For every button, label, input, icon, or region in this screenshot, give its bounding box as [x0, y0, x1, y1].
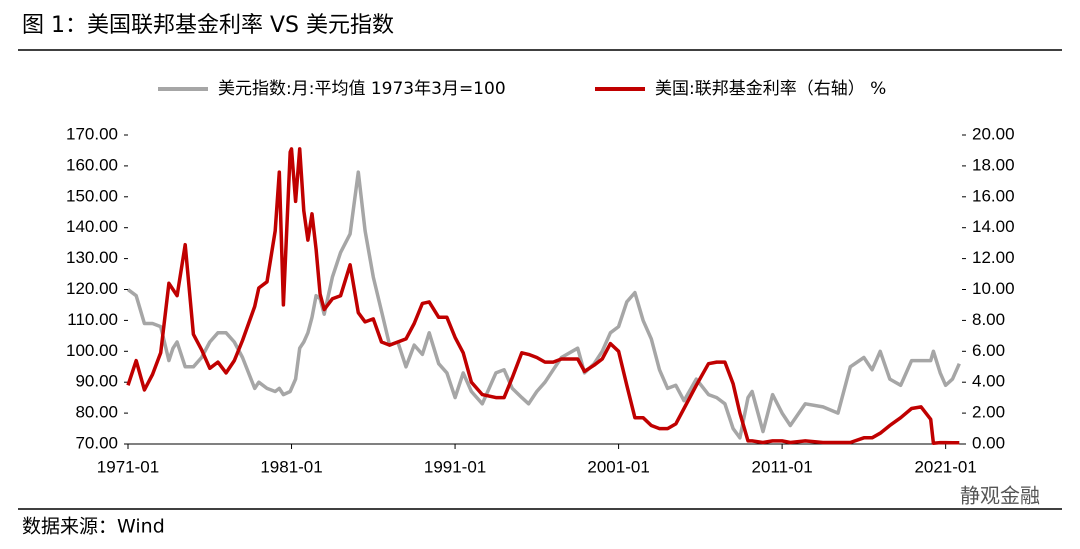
y-tick-label: 160.00: [66, 155, 118, 174]
y-tick-label: 90.00: [75, 372, 118, 391]
x-tick-label: 1971-01: [97, 457, 159, 476]
x-tick-label: 2011-01: [752, 457, 813, 476]
x-tick-label: 2001-01: [587, 457, 649, 476]
y-tick-label: 70.00: [75, 433, 118, 452]
legend-label: 美国:联邦基金利率（右轴） %: [655, 79, 886, 99]
y2-tick-label: 18.00: [972, 155, 1015, 174]
y-tick-label: 170.00: [66, 124, 118, 143]
x-tick-label: 1981-01: [260, 457, 322, 476]
y2-tick-label: 12.00: [972, 248, 1015, 267]
y2-tick-label: 4.00: [972, 372, 1005, 391]
y-tick-label: 120.00: [66, 279, 118, 298]
y-tick-label: 110.00: [67, 310, 118, 329]
y2-tick-label: 0.00: [972, 433, 1005, 452]
y-tick-label: 80.00: [75, 403, 118, 422]
watermark: 静观金融: [960, 484, 1040, 508]
x-tick-label: 2021-01: [914, 457, 976, 476]
source-note: 数据来源：Wind: [22, 516, 165, 538]
series-line: [126, 170, 961, 440]
series-line: [126, 147, 960, 445]
legend-label: 美元指数:月:平均值 1973年3月=100: [218, 79, 506, 99]
y-tick-label: 130.00: [66, 248, 118, 267]
y-tick-label: 150.00: [66, 186, 118, 205]
y2-tick-label: 8.00: [972, 310, 1005, 329]
y2-tick-label: 2.00: [972, 403, 1005, 422]
y2-tick-label: 14.00: [972, 217, 1015, 236]
y2-tick-label: 16.00: [972, 186, 1015, 205]
chart-title: 图 1：美国联邦基金利率 VS 美元指数: [22, 13, 394, 38]
y-tick-label: 140.00: [66, 217, 118, 236]
x-tick-label: 1991-01: [424, 457, 486, 476]
y2-tick-label: 20.00: [972, 124, 1015, 143]
y2-tick-label: 10.00: [972, 279, 1015, 298]
y2-tick-label: 6.00: [972, 341, 1005, 360]
y-tick-label: 100.00: [66, 341, 118, 360]
